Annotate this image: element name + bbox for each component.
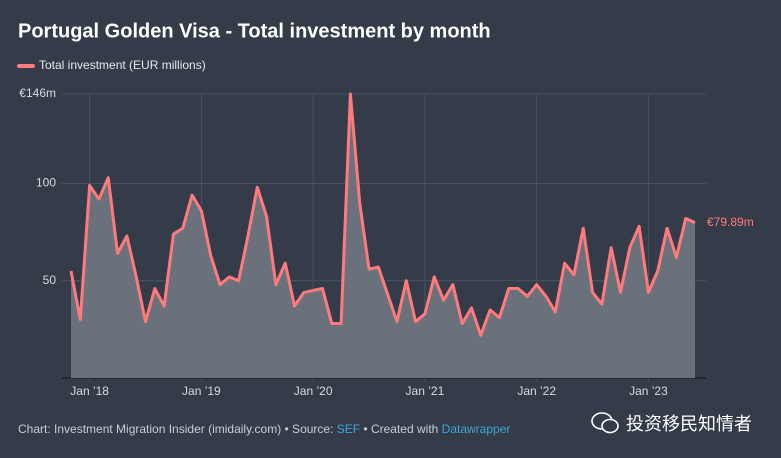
y-tick-label: 100 [36, 176, 56, 190]
source-link[interactable]: SEF [336, 422, 361, 436]
y-tick-label: 50 [43, 273, 57, 287]
line [69, 92, 696, 337]
watermark: 投资移民知情者 [590, 410, 752, 436]
x-tick-label: Jan ’18 [70, 384, 109, 398]
value-label: €79.89m [707, 215, 754, 229]
x-tick-label: Jan ’20 [294, 384, 333, 398]
footer-text: Chart: Investment Migration Insider (imi… [18, 422, 337, 436]
x-tick-label: Jan ’22 [517, 384, 556, 398]
area [71, 94, 695, 378]
y-tick-label: €146m [19, 86, 56, 100]
chart-title: Portugal Golden Visa - Total investment … [18, 20, 491, 42]
watermark-text: 投资移民知情者 [626, 414, 752, 434]
tool-link[interactable]: Datawrapper [441, 422, 511, 436]
x-tick-label: Jan ’21 [406, 384, 445, 398]
x-tick-label: Jan ’23 [629, 384, 668, 398]
wechat-icon [591, 412, 619, 434]
footer-text: • Created with [360, 422, 442, 436]
legend-label: Total investment (EUR millions) [39, 58, 206, 72]
x-tick-label: Jan ’19 [182, 384, 221, 398]
footer: Chart: Investment Migration Insider (imi… [18, 422, 510, 436]
